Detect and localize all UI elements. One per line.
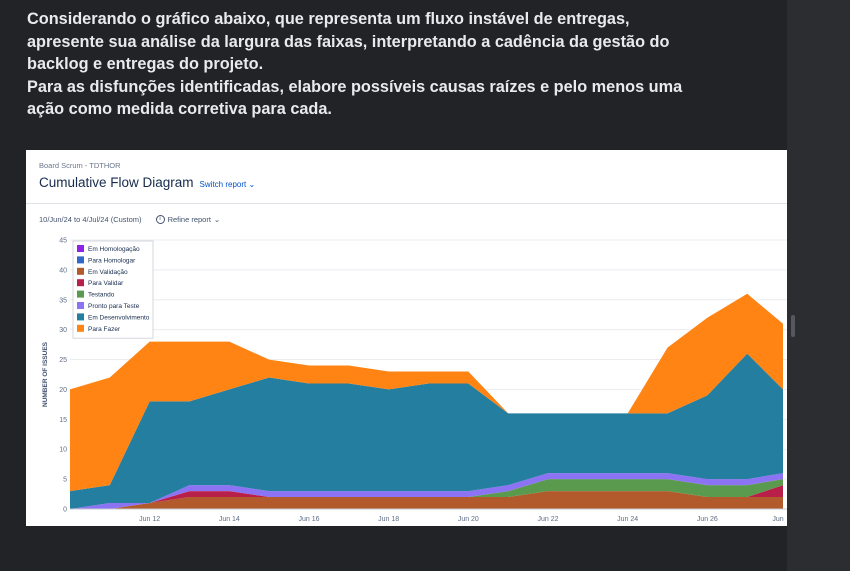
question-line: apresente sua análise da largura das fai…	[27, 32, 670, 51]
chevron-down-icon: ⌄	[248, 180, 256, 189]
chevron-down-icon: ⌄	[213, 215, 221, 224]
y-tick-label: 40	[59, 267, 67, 274]
legend-label: Em Validação	[88, 269, 128, 276]
y-tick-label: 15	[59, 417, 67, 424]
info-icon: i	[155, 215, 165, 224]
x-tick-label: Jun 18	[378, 516, 399, 523]
refine-report-button[interactable]: i Refine report ⌄	[155, 215, 221, 224]
y-tick-label: 30	[59, 327, 67, 334]
legend-swatch	[77, 267, 84, 275]
x-tick-label: Jun 20	[458, 516, 479, 523]
legend-swatch	[77, 290, 84, 298]
x-tick-label: Jun 16	[298, 516, 319, 523]
question-line: Para as disfunções identificadas, elabor…	[27, 77, 683, 96]
x-tick-label: Jun 22	[537, 516, 558, 523]
series-area	[70, 473, 783, 509]
question-text: Considerando o gráfico abaixo, que repre…	[27, 8, 683, 121]
x-tick-label: Jun 14	[219, 516, 240, 523]
switch-report-label: Switch report	[199, 180, 247, 189]
scroll-thumb[interactable]	[791, 315, 795, 337]
title-row: Cumulative Flow Diagram Switch report ⌄	[39, 175, 255, 190]
legend-label: Para Homologar	[88, 257, 136, 264]
breadcrumb[interactable]: Board Scrum - TDTHOR	[39, 161, 121, 170]
x-tick-label: Jun 12	[139, 516, 160, 523]
y-tick-label: 0	[63, 507, 67, 514]
series-area	[70, 491, 783, 509]
legend-label: Em Homologação	[88, 246, 140, 253]
filter-bar: 10/Jun/24 to 4/Jul/24 (Custom) i Refine …	[39, 215, 220, 224]
legend-swatch	[77, 313, 84, 321]
series-area	[70, 353, 783, 509]
x-tick-label: Jun 26	[697, 516, 718, 523]
switch-report-link[interactable]: Switch report ⌄	[200, 180, 256, 189]
question-line: Considerando o gráfico abaixo, que repre…	[27, 10, 630, 28]
legend-label: Em Desenvolvimento	[88, 314, 150, 321]
y-tick-label: 25	[59, 357, 67, 364]
y-tick-label: 20	[59, 387, 67, 394]
question-line: backlog e entregas do projeto.	[27, 55, 264, 73]
report-screenshot: Board Scrum - TDTHOR Cumulative Flow Dia…	[26, 150, 787, 526]
page-scrollbar[interactable]	[787, 0, 850, 571]
legend-label: Para Validar	[88, 280, 124, 287]
y-tick-label: 5	[63, 477, 67, 484]
legend-swatch	[77, 324, 84, 332]
legend-swatch	[77, 302, 84, 309]
legend-swatch	[77, 256, 84, 264]
y-tick-label: 35	[59, 297, 67, 304]
series-area	[70, 293, 783, 492]
legend-label: Pronto para Teste	[88, 303, 140, 310]
legend-swatch	[77, 245, 84, 252]
refine-report-label: Refine report	[167, 215, 211, 224]
y-tick-label: 45	[59, 238, 67, 245]
x-tick-label: Jun	[772, 516, 783, 523]
question-line: ação como medida corretiva para cada.	[27, 100, 332, 118]
date-range-picker[interactable]: 10/Jun/24 to 4/Jul/24 (Custom)	[39, 215, 142, 224]
x-tick-label: Jun 24	[617, 516, 638, 523]
y-tick-label: 10	[59, 447, 67, 454]
series-area	[70, 479, 783, 509]
cumulative-flow-chart: 0 5 10 15 20 25 30 35 40 45 NUMBER OF ISSUES Jun 12…	[42, 238, 787, 523]
legend-label: Testando	[88, 292, 115, 299]
legend-box	[72, 240, 154, 339]
legend-swatch	[77, 279, 84, 287]
divider	[26, 203, 787, 204]
page-title: Cumulative Flow Diagram	[39, 175, 194, 190]
y-axis-label: NUMBER OF ISSUES	[42, 341, 49, 407]
legend-label: Para Fazer	[88, 326, 121, 333]
